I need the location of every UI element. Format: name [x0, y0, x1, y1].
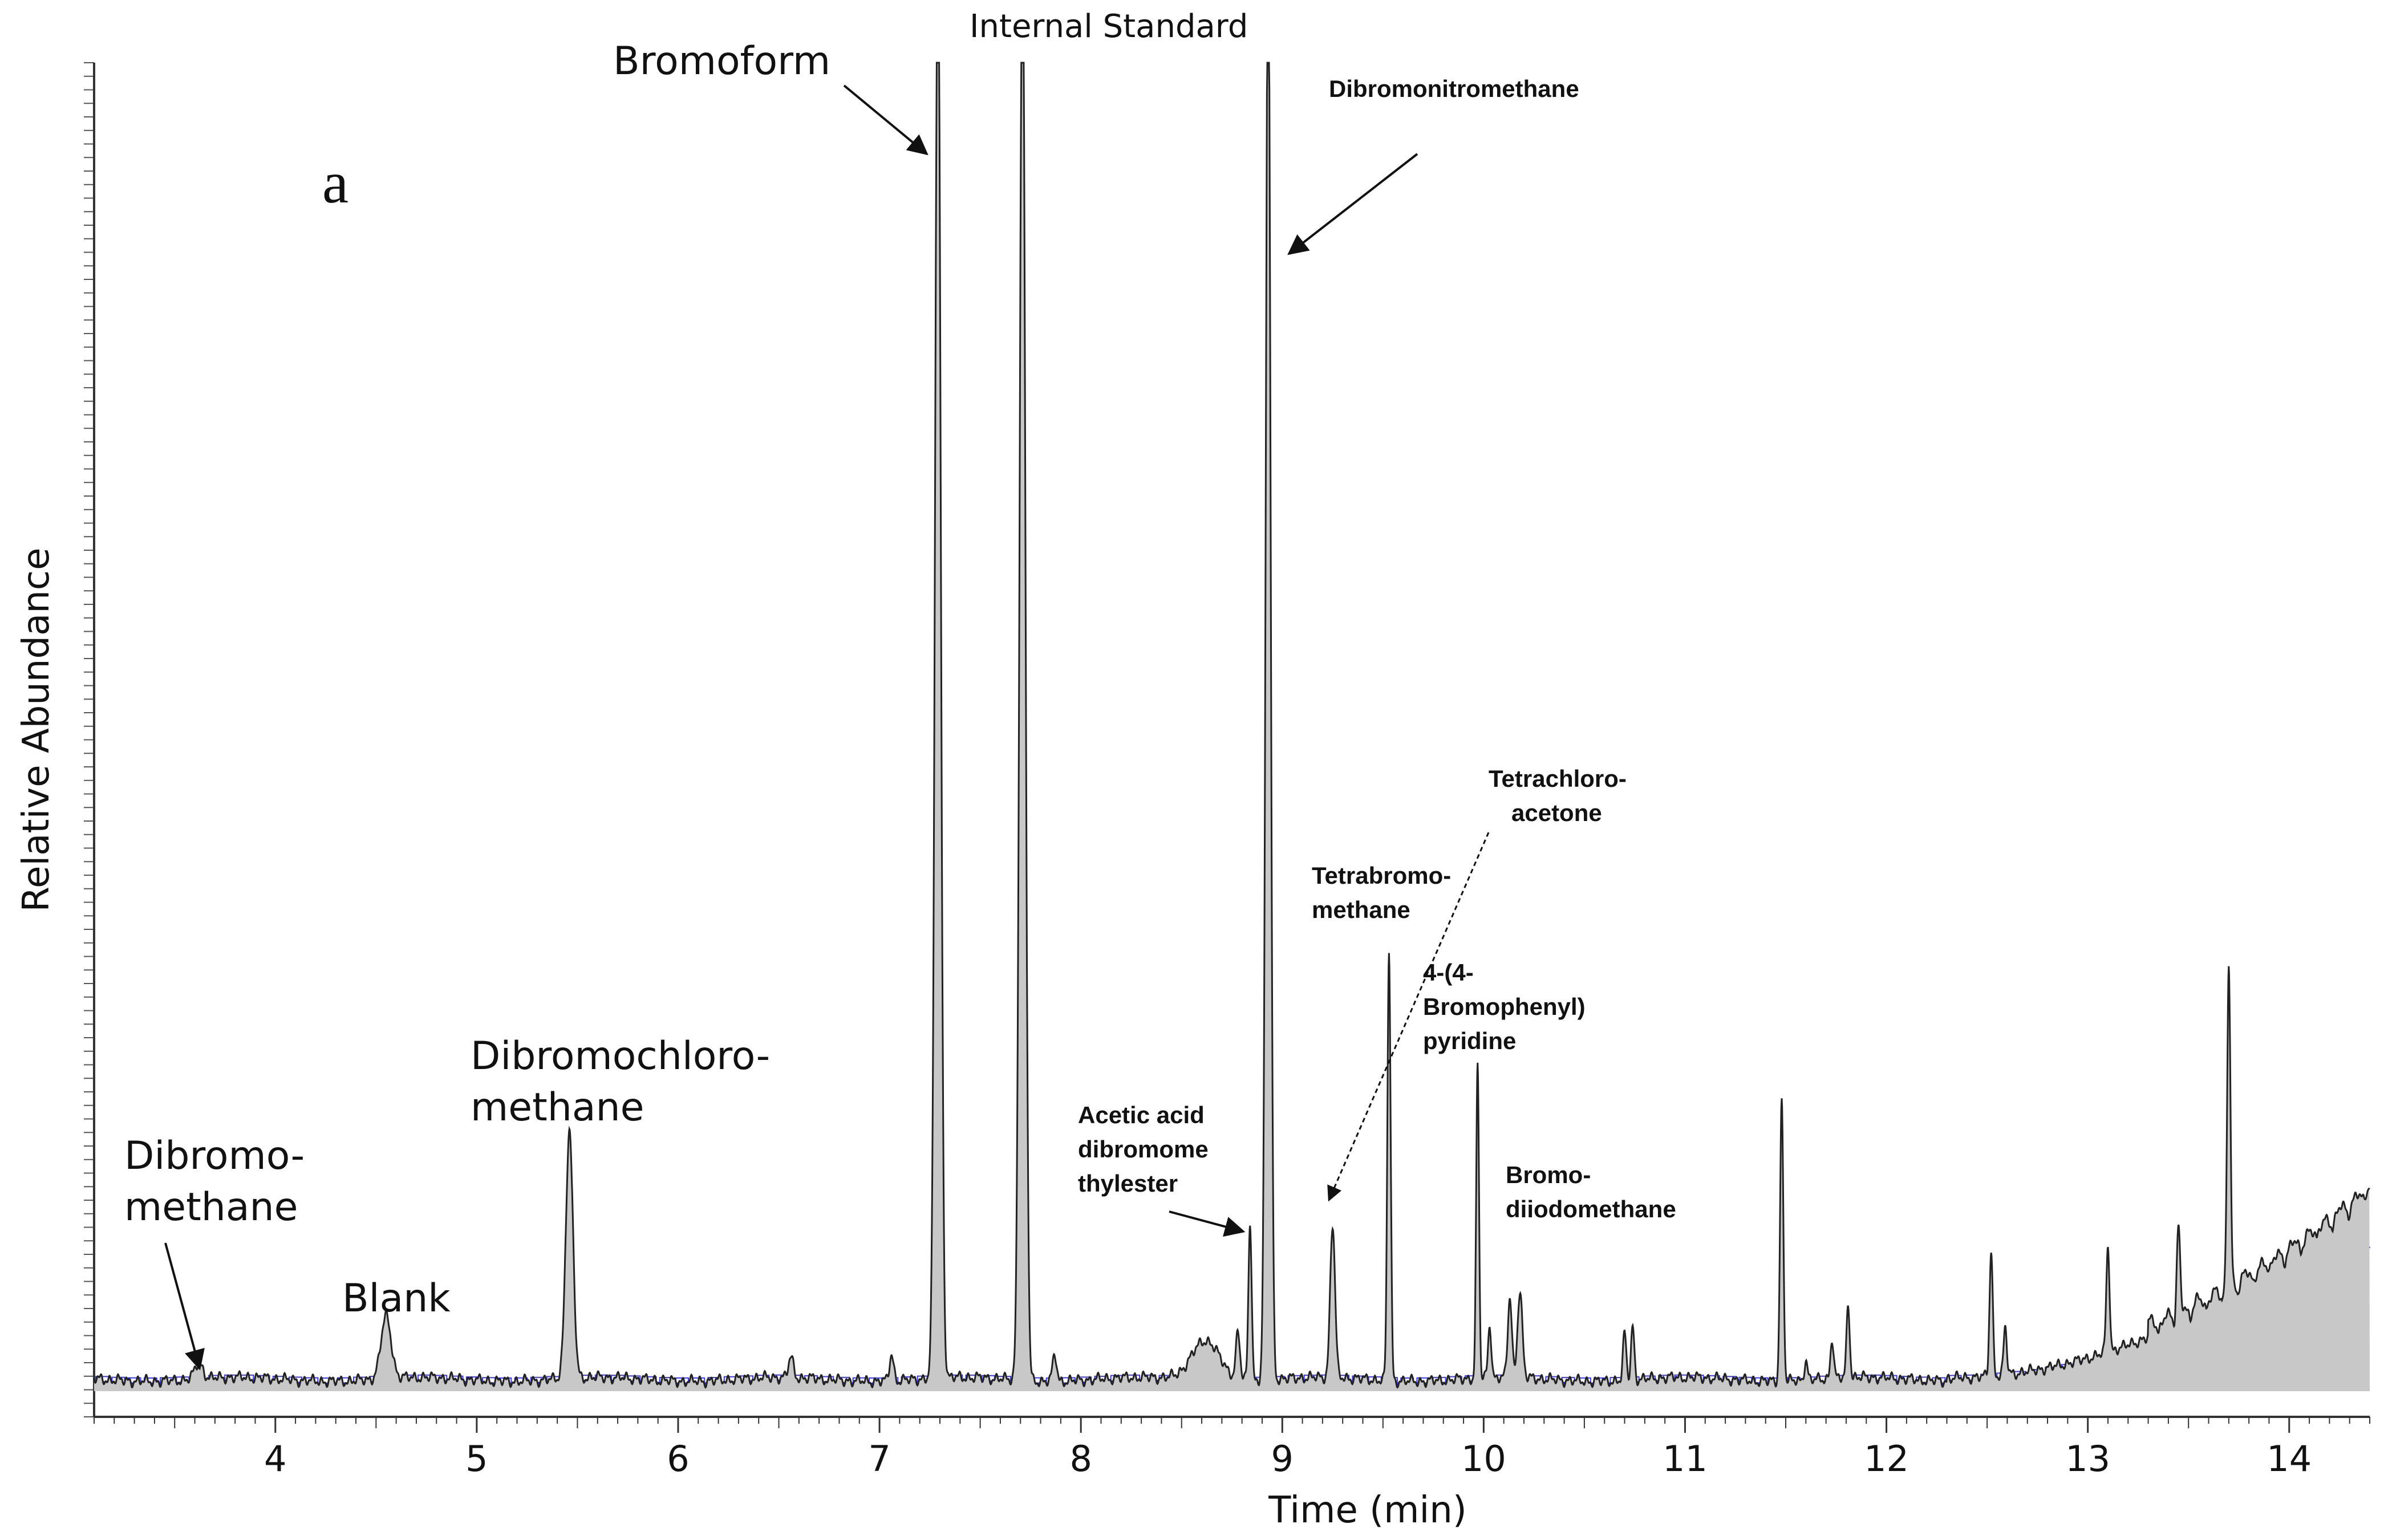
- label-bromophenyl-pyridine-line1: 4-(4-: [1423, 959, 1474, 986]
- y-axis-minor-ticks: [84, 62, 94, 1417]
- x-axis-title: Time (min): [1268, 1489, 1467, 1531]
- arrow-bromoform: [843, 84, 929, 156]
- y-axis-title: Relative Abundance: [15, 548, 58, 912]
- arrow-acetic-acid: [1169, 1210, 1246, 1237]
- label-acetic-acid-line1: Acetic acid: [1078, 1102, 1205, 1128]
- x-tick-label: 4: [264, 1438, 286, 1480]
- x-tick-label: 7: [868, 1438, 890, 1480]
- x-tick-label: 13: [2065, 1438, 2110, 1480]
- label-tetrachloroacetone-line1: Tetrachloro-: [1489, 765, 1627, 792]
- label-tetrabromomethane-line1: Tetrabromo-: [1312, 862, 1451, 889]
- label-bromophenyl-pyridine-line2: Bromophenyl): [1423, 993, 1586, 1020]
- label-acetic-acid-line3: thylester: [1078, 1170, 1178, 1197]
- x-tick-label: 14: [2267, 1438, 2312, 1480]
- panel-label: a: [322, 150, 348, 216]
- label-bromophenyl-pyridine-line3: pyridine: [1423, 1027, 1516, 1054]
- x-tick-label: 6: [667, 1438, 689, 1480]
- label-bromodiiodomethane-line2: diiodomethane: [1506, 1196, 1676, 1222]
- arrow-dibromonitromethane: [1287, 153, 1418, 255]
- label-internal-standard: Internal Standard: [970, 8, 1248, 45]
- label-dibromonitromethane: Dibromonitromethane: [1329, 75, 1579, 102]
- label-tetrabromomethane-line2: methane: [1312, 896, 1410, 923]
- x-tick-label: 11: [1663, 1438, 1708, 1480]
- x-tick-label: 12: [1864, 1438, 1909, 1480]
- arrow-tetrachloroacetone: [1327, 832, 1490, 1202]
- label-dibromomethane-line2: methane: [124, 1185, 298, 1230]
- sample-trace-line: [93, 62, 2370, 1389]
- label-blank: Blank: [342, 1276, 451, 1321]
- x-axis-ticks: 4 5 6 7 8 9 10 11 12 13 14: [94, 1417, 2370, 1480]
- x-tick-label: 9: [1271, 1438, 1294, 1480]
- arrow-dibromomethane: [164, 1242, 205, 1371]
- label-dibromochloromethane-line1: Dibromochloro-: [471, 1034, 770, 1079]
- label-acetic-acid-line2: dibromome: [1078, 1136, 1209, 1163]
- label-bromodiiodomethane-line1: Bromo-: [1506, 1161, 1591, 1188]
- label-tetrachloroacetone-line2: acetone: [1511, 799, 1602, 826]
- x-tick-label: 5: [465, 1438, 488, 1480]
- label-dibromochloromethane-line2: methane: [471, 1085, 644, 1130]
- label-dibromomethane-line1: Dibromo-: [124, 1133, 305, 1179]
- x-tick-label: 8: [1069, 1438, 1092, 1480]
- x-tick-label: 10: [1461, 1438, 1506, 1480]
- label-bromoform: Bromoform: [613, 39, 830, 84]
